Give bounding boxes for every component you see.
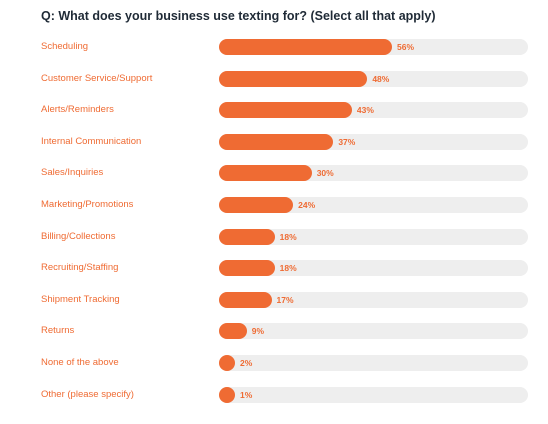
- category-label: Internal Communication: [41, 135, 142, 147]
- bar-row: Marketing/Promotions 24%: [0, 197, 548, 213]
- bar-row: Shipment Tracking 17%: [0, 291, 548, 308]
- category-label: Recruiting/Staffing: [41, 262, 119, 274]
- bar-row: Customer Service/Support 48%: [0, 70, 548, 87]
- bar: [219, 355, 235, 371]
- bar-row: Returns 9%: [0, 323, 548, 340]
- bar: [219, 70, 368, 87]
- bar-track: 37%: [219, 133, 528, 150]
- category-label: Billing/Collections: [41, 230, 116, 242]
- category-label: Other (please specify): [41, 388, 134, 400]
- bar-track: 1%: [219, 386, 528, 403]
- bar-track: 30%: [219, 165, 528, 182]
- bar-track: 48%: [219, 70, 528, 87]
- bar: [219, 323, 247, 340]
- bar-row: Sales/Inquiries 30%: [0, 165, 548, 182]
- value-label: 9%: [251, 326, 265, 337]
- bar: [219, 197, 294, 213]
- value-label: 18%: [279, 263, 297, 274]
- bar: [219, 39, 393, 55]
- value-label: 48%: [372, 73, 390, 84]
- value-label: 43%: [356, 105, 374, 116]
- value-label: 18%: [279, 231, 297, 242]
- value-label: 1%: [240, 389, 253, 400]
- bar-track: 24%: [219, 197, 528, 213]
- category-label: Scheduling: [41, 41, 89, 52]
- bar: [219, 102, 352, 119]
- value-label: 56%: [397, 42, 415, 52]
- bar-row: Other (please specify) 1%: [0, 386, 548, 403]
- category-label: Customer Service/Support: [41, 72, 153, 84]
- bar-track: 18%: [219, 228, 528, 245]
- bar-track: 17%: [219, 291, 528, 308]
- bar-track: 2%: [219, 355, 528, 371]
- bar-track: 18%: [219, 260, 528, 277]
- bar-row: Recruiting/Staffing 18%: [0, 260, 548, 277]
- value-label: 2%: [240, 358, 253, 368]
- value-label: 17%: [276, 294, 294, 305]
- category-label: Shipment Tracking: [41, 293, 120, 305]
- bar-track: 9%: [219, 323, 528, 340]
- bar-track: 56%: [219, 39, 528, 55]
- bar-row: Alerts/Reminders 43%: [0, 102, 548, 119]
- category-label: Marketing/Promotions: [41, 199, 134, 210]
- bar-row: None of the above 2%: [0, 355, 548, 371]
- bar: [219, 133, 334, 150]
- value-label: 30%: [316, 168, 334, 179]
- bar-row: Billing/Collections 18%: [0, 228, 548, 245]
- bar-row: Scheduling 56%: [0, 39, 548, 55]
- category-label: Alerts/Reminders: [41, 104, 114, 116]
- chart-title: Q: What does your business use texting f…: [41, 9, 436, 23]
- bar: [219, 228, 275, 245]
- bar: [219, 165, 312, 182]
- value-label: 37%: [338, 136, 356, 147]
- bar: [219, 260, 275, 277]
- bar: [219, 386, 235, 403]
- category-label: Returns: [41, 325, 75, 337]
- bar-row: Internal Communication 37%: [0, 133, 548, 150]
- bar-track: 43%: [219, 102, 528, 119]
- value-label: 24%: [298, 200, 316, 210]
- category-label: Sales/Inquiries: [41, 167, 104, 179]
- bar: [219, 291, 272, 308]
- category-label: None of the above: [41, 357, 119, 368]
